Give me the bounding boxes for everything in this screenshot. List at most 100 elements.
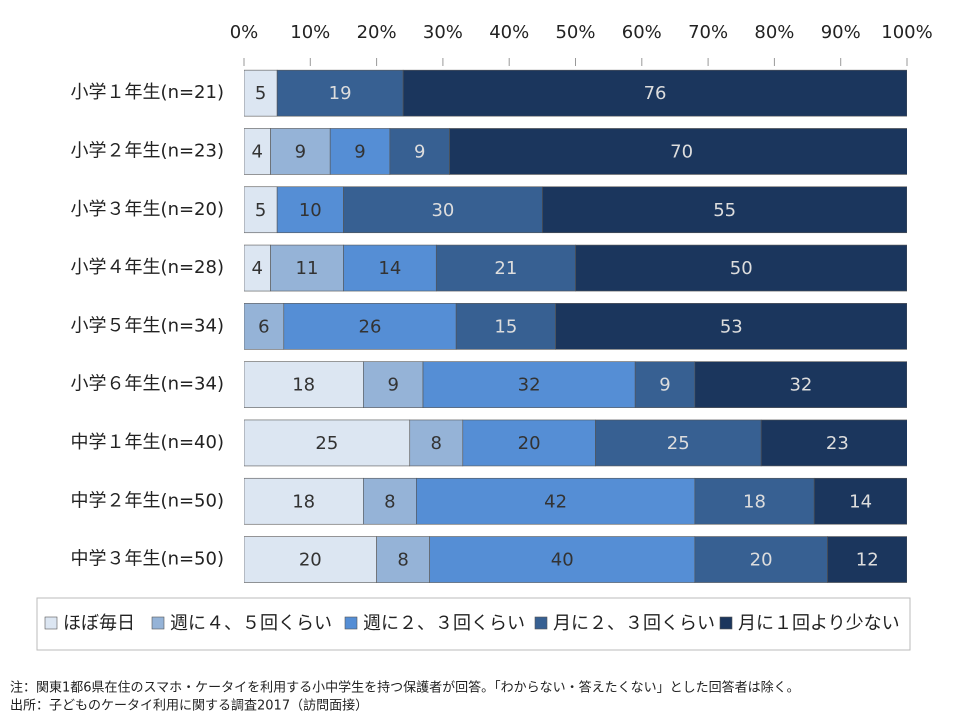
bar-segment — [760, 419, 907, 467]
legend-swatch — [344, 616, 358, 630]
legend-label: 月に２、３回くらい — [553, 613, 715, 634]
bar-segment — [409, 419, 464, 467]
legend-label: 月に１回より少ない — [738, 613, 900, 634]
bar-segment — [555, 303, 907, 350]
y-tick-label: 小学４年生(n=28) — [71, 257, 224, 278]
bar-segment — [462, 419, 596, 467]
bar-segment — [435, 244, 576, 292]
data-label: 12 — [856, 550, 879, 571]
bar-segment — [402, 69, 907, 117]
bar-segment — [455, 303, 556, 350]
x-tick-label: 40% — [489, 22, 529, 43]
x-tick-label: 70% — [688, 22, 728, 43]
data-label: 6 — [258, 316, 269, 337]
legend-swatch — [534, 616, 548, 630]
bar-segment — [276, 186, 344, 234]
bar-segment — [363, 477, 417, 525]
bar-segment — [270, 244, 344, 292]
data-label: 26 — [359, 316, 382, 337]
bar-segment — [244, 419, 411, 467]
x-tick-label: 60% — [622, 22, 662, 43]
data-label: 18 — [743, 491, 766, 512]
note: 注：関東1都6県在住のスマホ・ケータイを利用する小中学生を持つ保護者が回答。「わ… — [10, 680, 800, 696]
data-label: 20 — [518, 433, 541, 454]
legend-label: ほぼ毎日 — [63, 613, 135, 634]
bar-segment — [363, 361, 424, 408]
y-tick-label: 小学２年生(n=23) — [71, 140, 224, 161]
bar-segment — [244, 477, 364, 525]
legend-swatch — [44, 616, 58, 630]
bar-segment — [422, 361, 636, 408]
bar-segment — [694, 361, 907, 408]
data-label: 18 — [292, 491, 315, 512]
bar-segment — [542, 186, 907, 234]
y-tick-label: 中学１年生(n=40) — [71, 432, 224, 453]
bar-segment — [244, 536, 377, 583]
bar-segment — [329, 128, 391, 175]
data-label: 9 — [659, 375, 670, 396]
bar-segment — [449, 128, 907, 175]
x-tick-label: 90% — [821, 22, 861, 43]
y-tick-label: 小学３年生(n=20) — [71, 199, 224, 220]
legend-label: 週に２、３回くらい — [363, 613, 525, 634]
note: 出所：子どものケータイ利用に関する調査2017（訪問面接） — [10, 698, 368, 714]
data-label: 9 — [354, 141, 365, 162]
bar-segment — [276, 69, 404, 117]
x-tick-label: 100% — [881, 22, 932, 43]
y-tick-label: 小学５年生(n=34) — [71, 315, 224, 336]
data-label: 4 — [252, 258, 263, 279]
data-label: 23 — [826, 433, 849, 454]
bar-segment — [343, 244, 437, 292]
x-tick-label: 0% — [230, 22, 259, 43]
x-tick-label: 20% — [357, 22, 397, 43]
y-tick-label: 中学２年生(n=50) — [71, 490, 224, 511]
data-label: 14 — [378, 258, 401, 279]
data-label: 32 — [518, 375, 541, 396]
data-label: 8 — [384, 491, 395, 512]
data-label: 76 — [644, 83, 667, 104]
data-label: 4 — [252, 141, 263, 162]
data-label: 11 — [296, 258, 319, 279]
data-label: 30 — [431, 200, 454, 221]
y-tick-label: 小学１年生(n=21) — [71, 82, 224, 103]
bar-segment — [813, 477, 907, 525]
bar-segment — [694, 536, 828, 583]
bar-segment — [244, 244, 271, 292]
data-label: 55 — [713, 200, 736, 221]
bar-segment — [244, 303, 285, 350]
data-label: 9 — [295, 141, 306, 162]
y-tick-label: 中学３年生(n=50) — [71, 549, 224, 570]
bar-segment — [376, 536, 430, 583]
data-label: 20 — [750, 550, 773, 571]
data-label: 15 — [494, 316, 517, 337]
data-label: 21 — [494, 258, 517, 279]
data-label: 8 — [431, 433, 442, 454]
data-label: 9 — [414, 141, 425, 162]
bar-segment — [416, 477, 696, 525]
bar-segment — [694, 477, 815, 525]
data-label: 32 — [789, 375, 812, 396]
data-label: 8 — [397, 550, 408, 571]
data-label: 25 — [315, 433, 338, 454]
bar-segment — [634, 361, 696, 408]
legend-label: 週に４、５回くらい — [170, 613, 332, 634]
data-label: 9 — [387, 375, 398, 396]
data-label: 18 — [292, 375, 315, 396]
x-tick-label: 80% — [754, 22, 794, 43]
data-label: 5 — [255, 83, 266, 104]
data-label: 53 — [720, 316, 743, 337]
x-tick-label: 30% — [423, 22, 463, 43]
bar-segment — [389, 128, 450, 175]
bar-segment — [575, 244, 907, 292]
legend-swatch — [151, 616, 165, 630]
data-label: 19 — [329, 83, 352, 104]
data-label: 20 — [299, 550, 322, 571]
data-label: 70 — [670, 141, 693, 162]
data-label: 50 — [730, 258, 753, 279]
data-label: 5 — [255, 200, 266, 221]
bar-segment — [283, 303, 457, 350]
x-tick-label: 50% — [555, 22, 595, 43]
x-tick-label: 10% — [290, 22, 330, 43]
data-label: 40 — [551, 550, 574, 571]
